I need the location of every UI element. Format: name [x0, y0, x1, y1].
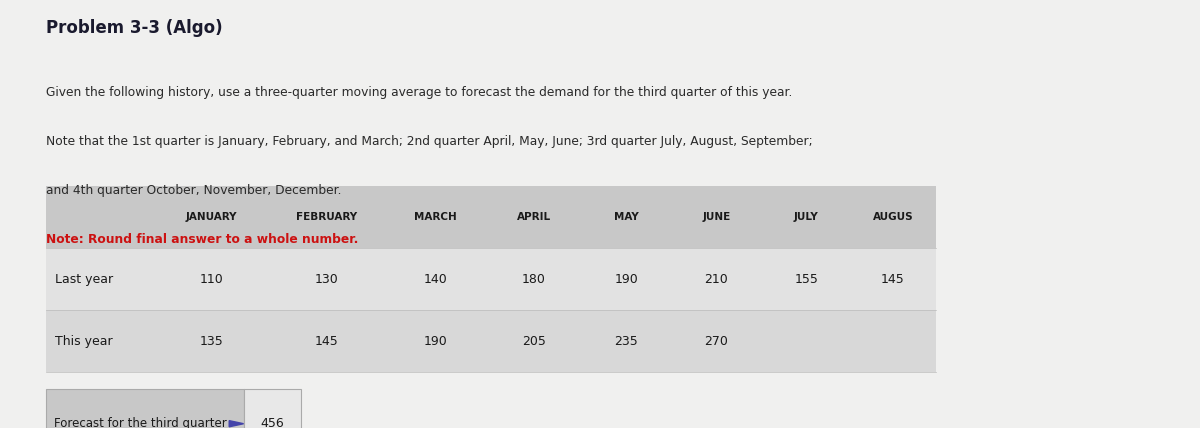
Text: 155: 155 — [794, 273, 818, 286]
Text: 180: 180 — [522, 273, 546, 286]
Text: 110: 110 — [199, 273, 223, 286]
Text: APRIL: APRIL — [517, 212, 551, 222]
Text: 130: 130 — [314, 273, 338, 286]
Bar — [244, 389, 301, 428]
Text: FEBRUARY: FEBRUARY — [296, 212, 356, 222]
Text: 456: 456 — [260, 417, 284, 428]
Text: 210: 210 — [704, 273, 728, 286]
Text: Given the following history, use a three-quarter moving average to forecast the : Given the following history, use a three… — [46, 86, 792, 98]
Text: Last year: Last year — [55, 273, 113, 286]
Text: AUGUS: AUGUS — [872, 212, 913, 222]
Text: 270: 270 — [704, 335, 728, 348]
Text: JUNE: JUNE — [702, 212, 731, 222]
Text: 190: 190 — [424, 335, 448, 348]
Text: 235: 235 — [614, 335, 638, 348]
Text: JANUARY: JANUARY — [186, 212, 236, 222]
Text: MAY: MAY — [614, 212, 638, 222]
Text: 140: 140 — [424, 273, 448, 286]
Text: Note that the 1st quarter is January, February, and March; 2nd quarter April, Ma: Note that the 1st quarter is January, Fe… — [46, 135, 812, 148]
Text: 145: 145 — [314, 335, 338, 348]
Text: Note: Round final answer to a whole number.: Note: Round final answer to a whole numb… — [46, 233, 358, 246]
Text: 205: 205 — [522, 335, 546, 348]
Text: This year: This year — [55, 335, 113, 348]
Text: and 4th quarter October, November, December.: and 4th quarter October, November, Decem… — [46, 184, 341, 197]
Polygon shape — [229, 421, 244, 427]
Text: Forecast for the third quarter: Forecast for the third quarter — [54, 417, 227, 428]
Text: Problem 3-3 (Algo): Problem 3-3 (Algo) — [46, 19, 222, 37]
Text: MARCH: MARCH — [414, 212, 457, 222]
Text: JULY: JULY — [794, 212, 818, 222]
Text: 145: 145 — [881, 273, 905, 286]
Text: 190: 190 — [614, 273, 638, 286]
Text: 135: 135 — [199, 335, 223, 348]
